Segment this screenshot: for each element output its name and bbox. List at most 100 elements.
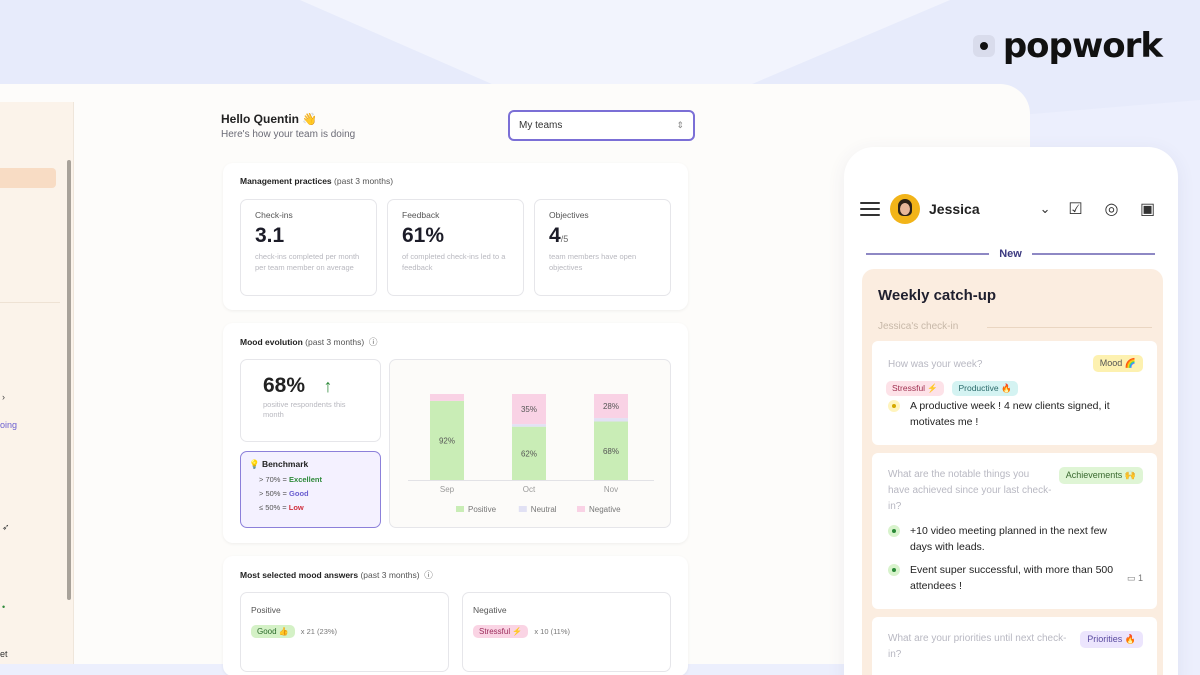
question-text: How was your week? [888,359,983,370]
subtitle-line [987,327,1152,328]
mood-percent: 68% [263,374,306,397]
bar-segment-negative [512,394,546,425]
stat-feedback: Feedback 61% of completed check-ins led … [387,199,524,296]
stat-objectives: Objectives 4/5 team members have open ob… [534,199,671,296]
answers-col-label: Negative [473,605,507,615]
sidebar-scrollbar[interactable] [67,160,71,600]
question-text: What are the notable things you have ach… [888,469,1052,512]
answer-item: A productive week ! 4 new clients signed… [888,398,1148,430]
calendar-icon[interactable]: ▣ [1139,201,1156,218]
arrow-up-icon: ↑ [323,376,333,396]
answer-item: +10 video meeting planned in the next fe… [888,523,1118,555]
question-text: What are your priorities until next chec… [888,633,1067,660]
card-period: (past 3 months) [305,337,365,347]
mood-percent-desc: positive respondents this month [263,400,346,419]
user-name[interactable]: Jessica [929,201,980,217]
answers-positive: Positive Good 👍 x 21 (23%) [240,592,449,672]
benchmark-row: > 50% = Good [259,489,309,498]
rocket-icon[interactable]: ➶ [2,522,10,532]
updown-chevron-icon: ⇕ [676,120,684,130]
mood-chip: Stressful ⚡ [473,625,529,638]
separator-line [866,253,990,255]
question-card-mood[interactable]: How was your week? Mood 🌈 Stressful ⚡ Pr… [872,341,1157,445]
catchup-subtitle: Jessica's check-in [878,321,959,332]
new-label: New [999,248,1022,260]
sidebar-item-icon[interactable]: › [2,392,5,402]
sidebar-item-active[interactable] [0,168,56,188]
bullet-icon [888,400,900,412]
x-tick-label: Nov [604,485,618,494]
legend-swatch [456,506,464,512]
team-select[interactable]: My teams ⇕ [508,110,695,141]
question-tag: Achievements 🙌 [1058,467,1143,484]
x-tick-label: Sep [440,485,455,494]
stat-value: 3.1 [255,224,285,247]
question-card-priorities[interactable]: What are your priorities until next chec… [872,617,1157,675]
bar-segment-positive [594,421,628,480]
answer-count: x 10 (11%) [534,627,571,636]
brand-dot-icon [972,35,995,57]
bar-segment-neutral [512,424,546,427]
mood-card: Mood evolution (past 3 months) ⓘ 68% ↑ p… [223,323,688,543]
help-icon[interactable]: ⓘ [366,337,378,347]
management-title: Management practices (past 3 months) [240,176,393,186]
card-title-text: Management practices [240,176,332,186]
separator-line [1031,253,1155,255]
stat-label: Check-ins [255,210,293,220]
bar-segment-positive [430,400,464,480]
data-label: 28% [603,402,619,411]
stat-desc: of completed check-ins led to a feedback [402,252,506,272]
stat-desc: check-ins completed per month per team m… [255,252,360,272]
bar-segment-negative [430,394,464,401]
sidebar: oing › ➶ • et [0,102,74,664]
bullet-icon [888,564,900,576]
card-title-text: Mood evolution [240,337,303,347]
target-icon[interactable]: ◎ [1104,201,1119,218]
bar-segment-neutral [594,418,628,422]
sidebar-item-label[interactable]: oing [0,420,18,430]
mood-chip: Good 👍 [251,625,295,638]
question-card-achievements[interactable]: What are the notable things you have ach… [872,453,1157,609]
stat-label: Objectives [549,210,589,220]
stat-value: 61% [402,224,445,247]
question-tag: Priorities 🔥 [1080,631,1143,648]
data-label: 68% [603,447,619,456]
stat-value: 4/5 [549,224,569,247]
benchmark-row: ≤ 50% = Low [259,503,304,512]
data-label: 62% [521,449,537,458]
greeting-subtitle: Here's how your team is doing [221,129,356,140]
card-period: (past 3 months) [334,176,394,186]
answers-card: Most selected mood answers (past 3 month… [223,556,688,675]
answers-col-label: Positive [251,605,281,615]
answer-text: A productive week ! 4 new clients signed… [910,400,1110,428]
stat-desc: team members have open objectives [549,252,637,272]
management-card: Management practices (past 3 months) Che… [223,163,688,310]
checkbox-icon[interactable]: ☑ [1068,201,1083,218]
brand-logo: popwork [972,26,1163,66]
data-label: 92% [439,436,455,445]
chevron-down-icon[interactable]: ⌄ [1039,201,1051,216]
answer-row: Stressful ⚡ x 10 (11%) [473,625,660,638]
legend-label: Negative [589,505,621,514]
team-select-value: My teams [519,120,563,131]
sidebar-item-label[interactable]: et [0,649,8,659]
bullet-icon [888,525,900,537]
catchup-panel: Weekly catch-up Jessica's check-in How w… [862,269,1163,675]
comment-count-value: 1 [1137,573,1143,583]
catchup-title: Weekly catch-up [878,287,997,304]
greeting: Hello Quentin 👋 Here's how your team is … [221,112,355,140]
menu-icon[interactable] [860,202,880,216]
brand-name: popwork [1002,26,1163,66]
answer-count: x 21 (23%) [300,627,338,636]
answers-negative: Negative Stressful ⚡ x 10 (11%) [462,592,671,672]
comment-icon: ▭ [1126,573,1136,583]
comment-count[interactable]: ▭ 1 [1127,573,1143,584]
avatar[interactable] [890,194,920,224]
benchmark-row: > 70% = Excellent [259,475,322,484]
sidebar-item-icon[interactable]: • [2,602,6,612]
mood-chip: Stressful ⚡ [886,381,945,396]
card-period: (past 3 months) [360,570,420,580]
legend-label: Neutral [531,505,557,514]
legend-swatch [577,506,585,512]
help-icon[interactable]: ⓘ [421,570,433,580]
